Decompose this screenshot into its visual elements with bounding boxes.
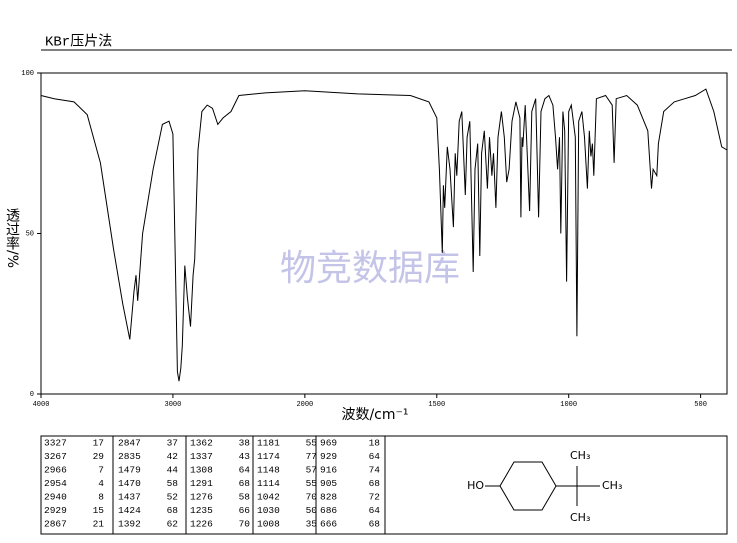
methyl-label: CH₃ (570, 511, 590, 524)
methyl-label: CH₃ (602, 479, 622, 492)
peak-wavenumber: 916 (320, 465, 337, 476)
x-tick-label: 2000 (296, 401, 313, 409)
peak-wavenumber: 2966 (44, 465, 67, 476)
molecule-bonds (485, 461, 600, 511)
peak-transmittance: 38 (239, 438, 251, 449)
peak-wavenumber: 2867 (44, 519, 67, 530)
y-tick-label: 100 (21, 70, 34, 78)
peak-transmittance: 58 (239, 492, 251, 503)
x-tick-label: 1000 (560, 401, 577, 409)
peak-transmittance: 18 (369, 438, 381, 449)
methyl-label: CH₃ (570, 449, 590, 462)
peak-transmittance: 7 (98, 465, 104, 476)
peak-wavenumber: 1291 (190, 478, 213, 489)
peak-wavenumber: 1470 (118, 478, 141, 489)
peak-wavenumber: 1308 (190, 465, 213, 476)
x-tick-label: 4000 (33, 401, 50, 409)
spectrum-line (40, 88, 728, 382)
peak-wavenumber: 905 (320, 478, 337, 489)
peak-transmittance: 21 (93, 519, 105, 530)
peak-transmittance: 68 (369, 519, 381, 530)
peak-transmittance: 62 (167, 519, 179, 530)
peak-transmittance: 42 (167, 451, 179, 462)
peak-transmittance: 70 (306, 492, 318, 503)
x-tick-label: 3000 (165, 401, 182, 409)
peak-transmittance: 64 (369, 505, 381, 516)
peak-transmittance: 8 (98, 492, 104, 503)
peak-wavenumber: 969 (320, 438, 337, 449)
peak-transmittance: 50 (306, 505, 318, 516)
peak-wavenumber: 1362 (190, 438, 213, 449)
peak-transmittance: 58 (167, 478, 179, 489)
peak-wavenumber: 1337 (190, 451, 213, 462)
peak-transmittance: 72 (369, 492, 381, 503)
peak-wavenumber: 1008 (257, 519, 280, 530)
peak-wavenumber: 1042 (257, 492, 280, 503)
peak-wavenumber: 2847 (118, 438, 141, 449)
watermark: 物竞数据库 (280, 248, 460, 289)
peak-transmittance: 74 (369, 465, 381, 476)
peak-transmittance: 43 (239, 451, 251, 462)
peak-wavenumber: 2929 (44, 505, 67, 516)
peak-transmittance: 70 (239, 519, 251, 530)
peak-transmittance: 64 (369, 451, 381, 462)
peak-transmittance: 57 (306, 465, 317, 476)
chart-title: KBr压片法 (45, 34, 112, 51)
peak-transmittance: 68 (167, 505, 179, 516)
hydroxyl-label: HO (467, 479, 484, 492)
y-tick-label: 0 (30, 391, 34, 399)
peak-transmittance: 55 (306, 478, 318, 489)
peak-transmittance: 15 (93, 505, 105, 516)
plot-frame (40, 72, 728, 395)
peak-wavenumber: 3267 (44, 451, 67, 462)
peak-wavenumber: 1114 (257, 478, 280, 489)
peak-wavenumber: 1479 (118, 465, 141, 476)
peak-transmittance: 29 (93, 451, 105, 462)
peak-transmittance: 44 (167, 465, 179, 476)
peak-transmittance: 35 (306, 519, 318, 530)
peak-wavenumber: 686 (320, 505, 337, 516)
y-tick-label: 50 (26, 230, 34, 238)
peak-wavenumber: 2940 (44, 492, 67, 503)
peak-wavenumber: 1030 (257, 505, 280, 516)
y-axis-label: 透过率/% (4, 208, 20, 268)
peak-transmittance: 4 (98, 478, 104, 489)
table-frame (40, 435, 728, 535)
table-dividers (112, 436, 386, 534)
peak-wavenumber: 1235 (190, 505, 213, 516)
peak-wavenumber: 1174 (257, 451, 280, 462)
peak-transmittance: 52 (167, 492, 179, 503)
peak-wavenumber: 828 (320, 492, 337, 503)
x-tick-label: 1500 (428, 401, 445, 409)
peak-wavenumber: 2835 (118, 451, 141, 462)
peak-wavenumber: 1276 (190, 492, 213, 503)
peak-transmittance: 68 (239, 478, 251, 489)
peak-transmittance: 64 (239, 465, 251, 476)
peak-transmittance: 68 (369, 478, 381, 489)
peak-wavenumber: 1392 (118, 519, 141, 530)
peak-transmittance: 37 (167, 438, 178, 449)
peak-wavenumber: 3327 (44, 438, 67, 449)
peak-wavenumber: 2954 (44, 478, 67, 489)
peak-transmittance: 66 (239, 505, 251, 516)
peak-wavenumber: 1424 (118, 505, 141, 516)
peak-wavenumber: 1148 (257, 465, 280, 476)
peak-transmittance: 17 (93, 438, 104, 449)
peak-wavenumber: 1226 (190, 519, 213, 530)
peak-wavenumber: 1437 (118, 492, 141, 503)
peak-wavenumber: 929 (320, 451, 337, 462)
peak-transmittance: 55 (306, 438, 318, 449)
x-axis-label: 波数/cm⁻¹ (341, 407, 408, 423)
peak-wavenumber: 1181 (257, 438, 280, 449)
peak-transmittance: 77 (306, 451, 317, 462)
x-tick-label: 500 (694, 401, 707, 409)
peak-wavenumber: 666 (320, 519, 337, 530)
